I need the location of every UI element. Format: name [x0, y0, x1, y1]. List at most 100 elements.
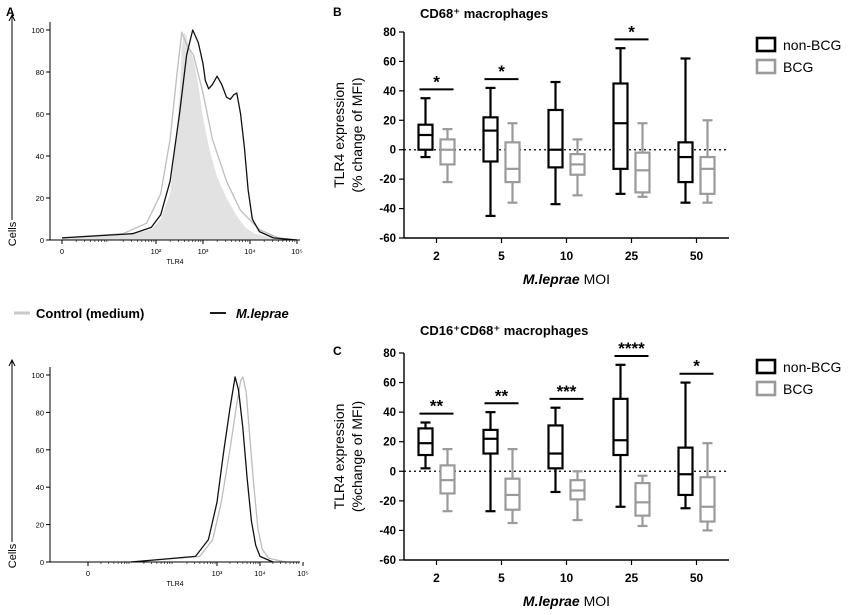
- significance-marker: **: [495, 386, 509, 405]
- significance-marker: *: [498, 62, 505, 81]
- y-axis-label-line2: (%change of MFI): [349, 401, 365, 512]
- y-tick-label: 60: [36, 110, 44, 119]
- panel-label-c: C: [333, 344, 342, 358]
- panel-label-a: A: [6, 5, 15, 19]
- histogram-line-mleprae: [61, 29, 298, 241]
- y-tick-label: 0: [40, 558, 44, 567]
- boxplot-panel-b: CD68⁺ macrophages 80 60 40 20 0 -20 -40 -60 TLR4 …: [331, 6, 841, 287]
- x-tick-label: 5: [498, 249, 505, 263]
- legend-label-non-bcg: non-BCG: [783, 359, 841, 375]
- significance-marker: ****: [618, 339, 645, 358]
- box-non-bcg: [482, 116, 499, 163]
- significance-marker: *: [628, 22, 635, 41]
- y-tick-label: 20: [36, 521, 44, 530]
- chart-title: CD16⁺CD68⁺ macrophages: [420, 323, 588, 338]
- x-tick-label: 10²: [151, 247, 162, 256]
- y-tick-label: 60: [383, 378, 396, 390]
- y-tick-label: -60: [379, 555, 396, 567]
- box-non-bcg: [677, 141, 694, 184]
- y-tick-label: 100: [31, 26, 44, 35]
- x-tick-label: 50: [690, 571, 704, 585]
- y-tick-label: 40: [36, 483, 44, 492]
- cells-arrow-head: [8, 358, 16, 367]
- histogram-top: 0 20 40 60 80 100 0 10² 10³ 10⁴ 10⁵ Cells TLR4: [7, 13, 303, 266]
- x-tick-label: 0: [60, 247, 64, 256]
- x-tick-label: 50: [690, 249, 704, 263]
- histogram-line-mleprae: [130, 376, 274, 563]
- box-bcg: [634, 151, 651, 194]
- histogram-bottom: 0 20 40 60 80 100 0 10³ 10⁴ 10⁵ Cells TLR4: [7, 358, 309, 588]
- box-bcg: [699, 476, 716, 523]
- y-tick-label: -20: [379, 496, 396, 508]
- x-tick-label: 5: [498, 571, 505, 585]
- legend-swatch-bcg: [755, 380, 777, 397]
- boxplot-panel-c: CD16⁺CD68⁺ macrophages 80 60 40 20 0 -20 -40 -60…: [331, 323, 841, 609]
- legend-label-bcg: BCG: [783, 381, 813, 397]
- y-tick-label: 80: [383, 27, 396, 39]
- y-tick-label: 80: [36, 408, 44, 417]
- y-tick-label: 20: [383, 437, 396, 449]
- y-axis-label-line1: TLR4 expression: [331, 404, 347, 510]
- box-non-bcg: [547, 424, 564, 470]
- box-bcg: [634, 482, 651, 517]
- cells-arrow-head: [8, 13, 16, 22]
- x-tick-label: 2: [433, 571, 440, 585]
- legend-control-label: Control (medium): [36, 306, 144, 321]
- legend-swatch-bcg: [755, 58, 777, 75]
- histogram-fill-control: [62, 32, 297, 240]
- y-tick-label: 40: [383, 86, 396, 98]
- significance-marker: *: [433, 72, 440, 91]
- x-tick-label: 10⁴: [244, 247, 256, 256]
- histogram-line-control: [61, 31, 298, 241]
- x-tick-label: 2: [433, 249, 440, 263]
- y-tick-label: 20: [36, 194, 44, 203]
- y-tick-label: 60: [36, 446, 44, 455]
- box-non-bcg: [417, 427, 434, 457]
- box-non-bcg: [417, 123, 434, 151]
- histogram-legend: Control (medium) M.leprae: [14, 306, 289, 321]
- box-non-bcg: [677, 446, 694, 497]
- box-bcg: [504, 141, 521, 184]
- x-axis-label-organism: M.leprae: [523, 593, 580, 609]
- y-tick-label: 40: [36, 152, 44, 161]
- significance-marker: **: [430, 397, 444, 416]
- box-non-bcg: [612, 82, 629, 170]
- y-tick-label: 0: [40, 236, 44, 245]
- x-axis-label: TLR4: [166, 259, 183, 266]
- x-tick-label: 25: [625, 249, 639, 263]
- legend-swatch-non-bcg: [755, 358, 777, 375]
- x-axis-label-moi: MOI: [580, 271, 610, 287]
- y-tick-label: 80: [383, 348, 396, 360]
- y-tick-label: 80: [36, 68, 44, 77]
- box-non-bcg: [612, 397, 629, 457]
- legend-label-bcg: BCG: [783, 59, 813, 75]
- histogram-line-control: [130, 376, 286, 563]
- y-tick-label: 40: [383, 407, 396, 419]
- x-tick-label: 10⁴: [254, 569, 266, 578]
- y-axis-label: Cells: [7, 543, 19, 568]
- y-axis-label: Cells: [7, 221, 19, 246]
- x-tick-label: 10⁵: [291, 247, 302, 256]
- box-bcg: [699, 155, 716, 195]
- x-tick-label: 10³: [198, 247, 209, 256]
- x-tick-label: 10: [560, 249, 574, 263]
- y-tick-label: -20: [379, 174, 396, 186]
- y-tick-label: 100: [31, 371, 44, 380]
- legend-label-non-bcg: non-BCG: [783, 37, 841, 53]
- box-non-bcg: [482, 428, 499, 455]
- y-tick-label: -40: [379, 525, 396, 537]
- y-tick-label: 0: [390, 145, 396, 157]
- x-tick-label: 10³: [212, 569, 223, 578]
- y-axis-label-line1: TLR4 expression: [331, 82, 347, 188]
- box-bcg: [439, 138, 456, 166]
- chart-title: CD68⁺ macrophages: [420, 6, 548, 21]
- significance-marker: *: [693, 357, 700, 376]
- x-tick-label: 10⁵: [297, 569, 308, 578]
- x-tick-label: 10: [560, 571, 574, 585]
- y-tick-label: 20: [383, 115, 396, 127]
- panel-label-b: B: [333, 5, 342, 19]
- y-tick-label: 0: [390, 466, 396, 478]
- y-tick-label: -60: [379, 233, 396, 245]
- x-axis-label-organism: M.leprae: [523, 271, 580, 287]
